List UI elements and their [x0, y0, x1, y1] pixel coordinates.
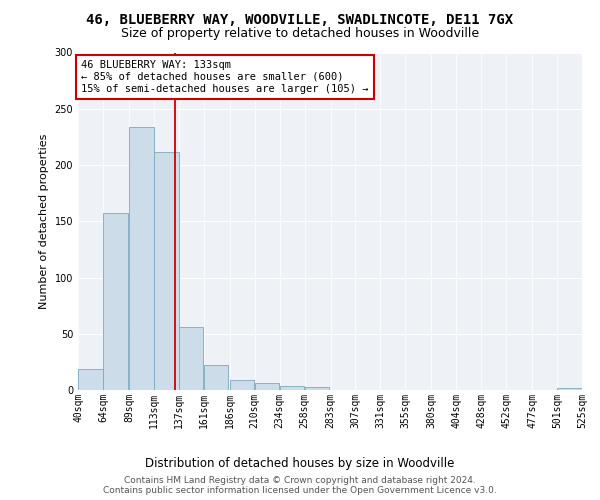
Text: Contains HM Land Registry data © Crown copyright and database right 2024.
Contai: Contains HM Land Registry data © Crown c…	[103, 476, 497, 495]
Text: Distribution of detached houses by size in Woodville: Distribution of detached houses by size …	[145, 458, 455, 470]
Bar	[280, 386, 304, 390]
Bar	[179, 327, 203, 390]
Bar	[129, 126, 154, 390]
Bar	[103, 214, 128, 390]
Text: Size of property relative to detached houses in Woodville: Size of property relative to detached ho…	[121, 28, 479, 40]
Text: 46 BLUEBERRY WAY: 133sqm
← 85% of detached houses are smaller (600)
15% of semi-: 46 BLUEBERRY WAY: 133sqm ← 85% of detach…	[81, 60, 368, 94]
Bar	[154, 152, 179, 390]
Bar	[78, 368, 103, 390]
Bar	[255, 383, 280, 390]
Bar	[204, 365, 229, 390]
Bar	[557, 388, 582, 390]
Bar	[305, 386, 329, 390]
Y-axis label: Number of detached properties: Number of detached properties	[39, 134, 49, 309]
Text: 46, BLUEBERRY WAY, WOODVILLE, SWADLINCOTE, DE11 7GX: 46, BLUEBERRY WAY, WOODVILLE, SWADLINCOT…	[86, 12, 514, 26]
Bar	[230, 380, 254, 390]
